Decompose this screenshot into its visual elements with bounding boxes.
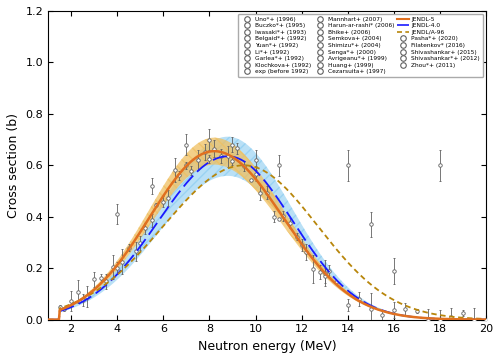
JENDL-5 <box>484 318 490 322</box>
JENDL/A-96 <box>45 318 51 322</box>
JENDL-4.0 <box>414 315 420 320</box>
JENDL-4.0 <box>225 154 231 158</box>
JENDL-5 <box>289 229 295 233</box>
JENDL/A-96 <box>289 193 295 197</box>
JENDL-5 <box>262 189 268 194</box>
JENDL/A-96 <box>262 169 268 174</box>
JENDL-5 <box>260 186 266 190</box>
Y-axis label: Cross section (b): Cross section (b) <box>7 113 20 218</box>
Line: JENDL-5: JENDL-5 <box>48 151 498 320</box>
JENDL-4.0 <box>494 318 500 322</box>
JENDL/A-96 <box>314 222 320 226</box>
JENDL-4.0 <box>260 176 266 180</box>
JENDL-4.0 <box>289 218 295 222</box>
JENDL/A-96 <box>484 317 490 321</box>
JENDL-4.0 <box>45 318 51 322</box>
JENDL/A-96 <box>260 168 266 172</box>
Line: JENDL-4.0: JENDL-4.0 <box>48 156 498 320</box>
JENDL-4.0 <box>262 179 268 184</box>
JENDL-4.0 <box>484 318 490 322</box>
X-axis label: Neutron energy (MeV): Neutron energy (MeV) <box>198 340 336 353</box>
Legend: Uno*+ (1996), Buczko*+ (1995), Iwasaki*+ (1993), Belgaid*+ (1992), Yuan*+ (1992): Uno*+ (1996), Buczko*+ (1995), Iwasaki*+… <box>238 14 483 77</box>
JENDL-5 <box>414 315 420 320</box>
JENDL/A-96 <box>494 317 500 321</box>
JENDL-5 <box>211 149 217 153</box>
JENDL-4.0 <box>314 254 320 258</box>
JENDL-5 <box>494 318 500 322</box>
JENDL-5 <box>314 261 320 266</box>
JENDL/A-96 <box>240 163 246 167</box>
JENDL-5 <box>45 318 51 322</box>
Line: JENDL/A-96: JENDL/A-96 <box>48 165 498 320</box>
JENDL/A-96 <box>414 308 420 312</box>
